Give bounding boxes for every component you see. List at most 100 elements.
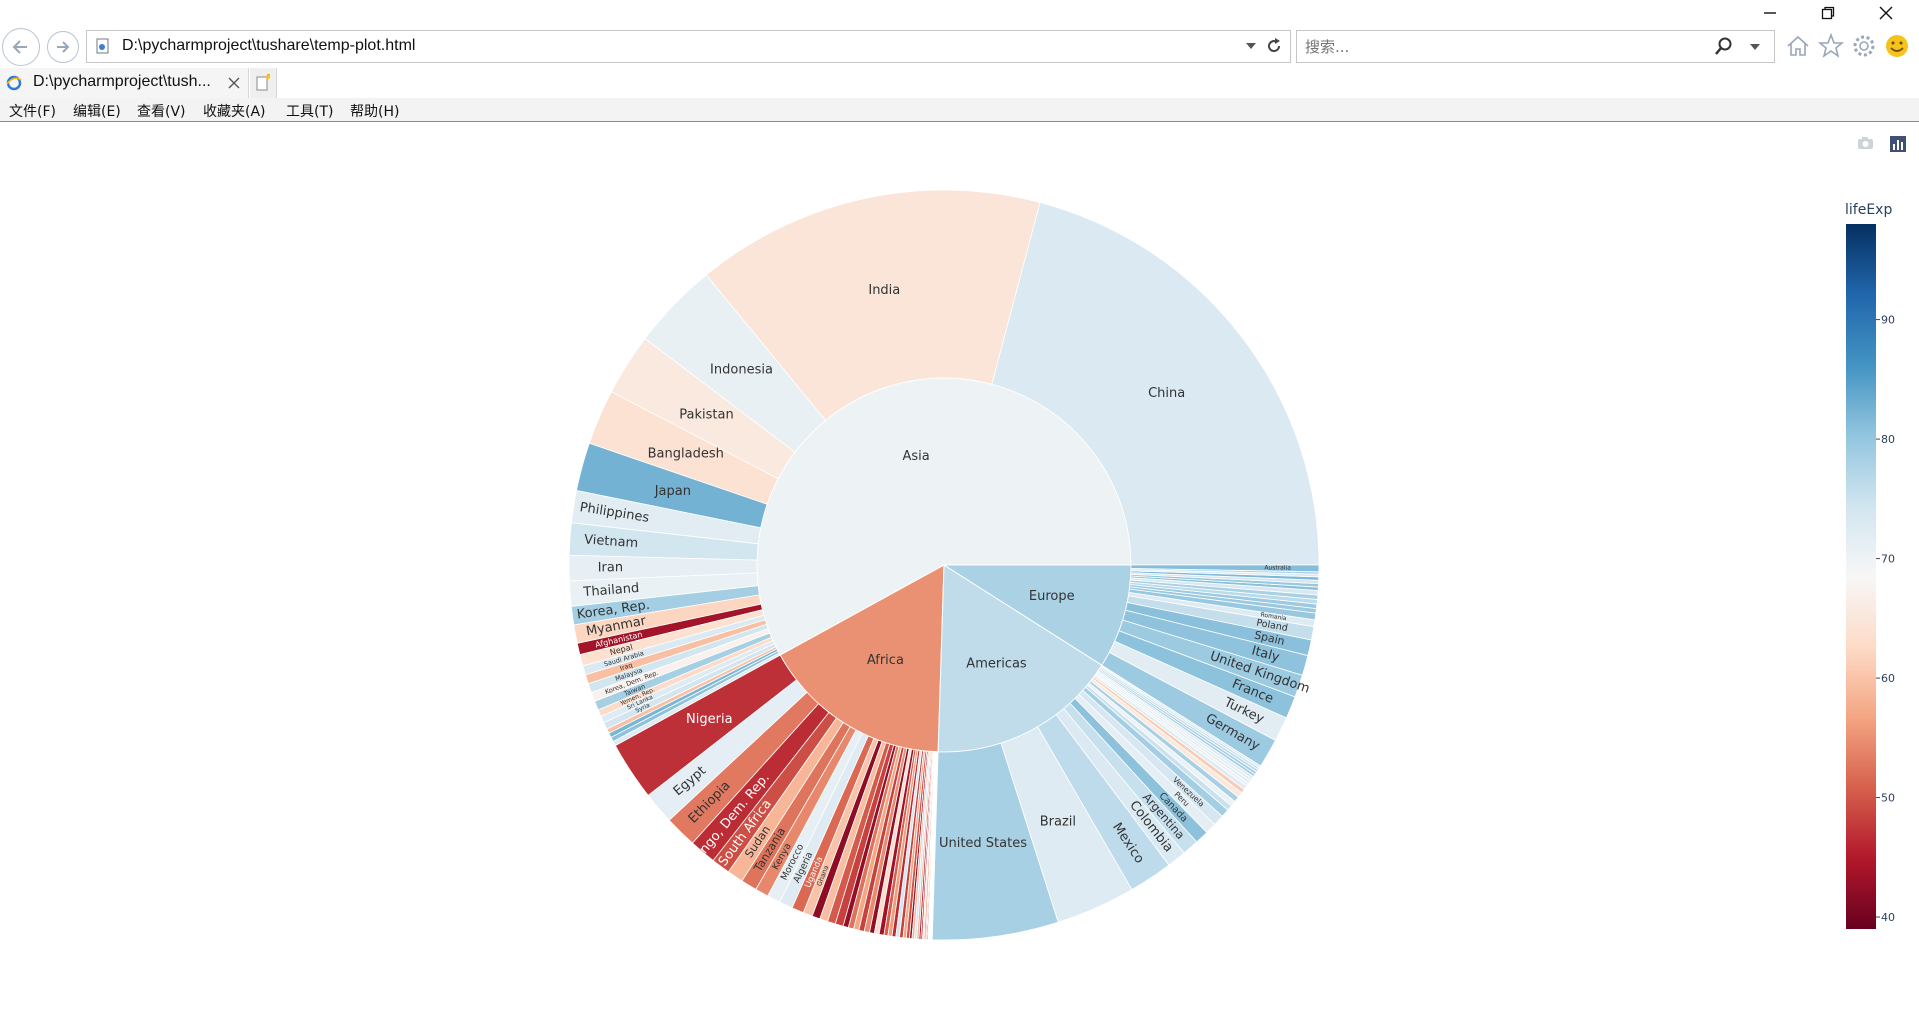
sector-country[interactable] <box>991 201 1320 566</box>
sector-country[interactable] <box>614 654 798 797</box>
camera-icon[interactable] <box>1858 137 1873 149</box>
tab-active[interactable]: D:\pycharmproject\tush... <box>0 68 249 98</box>
country-label: Bangladesh <box>648 447 724 462</box>
plot-area: Asia China India Indonesia Pakistan Banglades… <box>0 122 1919 1026</box>
colorbar-ticks: 40 50 60 70 80 90 <box>1876 314 1895 924</box>
search-dropdown-icon[interactable] <box>1750 43 1760 51</box>
plotly-logo-icon[interactable] <box>1890 136 1906 152</box>
continent-label: Asia <box>902 449 929 464</box>
sector-country[interactable] <box>576 603 763 656</box>
menu-tools[interactable]: 工具(T) <box>286 104 334 120</box>
sector-country[interactable] <box>1055 708 1185 866</box>
sector-country[interactable] <box>570 585 760 626</box>
favorites-star-icon[interactable] <box>1818 33 1844 59</box>
country-label: Romania <box>1260 611 1287 622</box>
sector-country[interactable] <box>1130 564 1320 573</box>
sector-country[interactable] <box>588 391 779 505</box>
sector-country[interactable] <box>767 729 863 903</box>
sector-country[interactable] <box>568 522 759 561</box>
sector-country[interactable] <box>568 572 759 607</box>
sector-country[interactable] <box>1122 609 1309 676</box>
sector-country[interactable] <box>573 594 762 644</box>
page-icon <box>96 38 109 54</box>
sector-country[interactable] <box>1000 726 1133 923</box>
search-box[interactable] <box>1296 30 1775 63</box>
close-window-icon[interactable] <box>1879 6 1893 20</box>
sector-country[interactable] <box>712 711 838 873</box>
colorbar-tick-label: 40 <box>1881 911 1895 924</box>
search-icon[interactable] <box>1714 36 1734 56</box>
menu-favorites[interactable]: 收藏夹(A) <box>203 104 266 120</box>
home-icon[interactable] <box>1785 33 1811 59</box>
search-input[interactable] <box>1303 34 1707 60</box>
sector-country[interactable] <box>570 489 762 545</box>
ie-icon <box>6 75 22 91</box>
restore-icon[interactable] <box>1821 6 1835 20</box>
sector-country[interactable] <box>705 189 1041 421</box>
sector-country[interactable] <box>1126 595 1315 641</box>
smiley-feedback-icon[interactable] <box>1884 33 1910 59</box>
address-bar[interactable]: D:\pycharmproject\tushare\temp-plot.html <box>86 30 1291 63</box>
sector-country[interactable] <box>1101 651 1277 767</box>
country-ring <box>568 189 1320 941</box>
menu-help[interactable]: 帮助(H) <box>350 104 400 120</box>
sector-country[interactable] <box>576 442 768 529</box>
country-label: Brazil <box>1040 814 1076 829</box>
colorbar: lifeExp 40 50 60 70 80 90 <box>1845 202 1895 929</box>
menu-edit[interactable]: 编辑(E) <box>73 104 121 120</box>
tab-strip: D:\pycharmproject\tush... <box>0 68 1919 99</box>
forward-button[interactable] <box>47 31 79 63</box>
plot-modebar <box>1858 136 1906 152</box>
sector-country[interactable] <box>1037 714 1170 891</box>
forward-arrow-icon <box>57 41 70 53</box>
continent-label: Europe <box>1029 589 1075 604</box>
settings-gear-icon[interactable] <box>1851 33 1877 59</box>
dropdown-icon[interactable] <box>1246 42 1256 50</box>
sector-country[interactable] <box>1118 619 1303 698</box>
country-label: Indonesia <box>710 363 773 378</box>
country-label: Italy <box>1250 643 1281 665</box>
sector-country[interactable] <box>791 735 875 914</box>
colorbar-tick-label: 50 <box>1881 792 1895 805</box>
sector-country[interactable] <box>727 717 844 882</box>
colorbar-gradient <box>1846 224 1876 929</box>
sector-country[interactable] <box>755 726 857 897</box>
close-tab-icon[interactable] <box>228 77 240 89</box>
sector-country[interactable] <box>610 338 796 480</box>
sector-country[interactable] <box>1063 702 1198 854</box>
sector-country[interactable] <box>668 691 820 844</box>
country-label: India <box>868 283 900 298</box>
colorbar-tick-label: 60 <box>1881 672 1895 685</box>
country-label: Australia <box>1264 564 1291 571</box>
address-text[interactable]: D:\pycharmproject\tushare\temp-plot.html <box>122 37 416 54</box>
new-tab-button[interactable] <box>250 68 277 98</box>
sector-country[interactable] <box>579 609 765 667</box>
sector-country[interactable] <box>779 732 869 909</box>
sector-country[interactable] <box>1114 630 1296 719</box>
new-tab-icon <box>256 74 270 91</box>
menu-file[interactable]: 文件(F) <box>9 104 56 120</box>
sector-country[interactable] <box>1078 689 1223 826</box>
country-label: Pakistan <box>679 407 733 422</box>
sector-country[interactable] <box>931 742 1059 941</box>
sector-country[interactable] <box>647 679 808 821</box>
back-button[interactable] <box>2 28 40 66</box>
sector-country[interactable] <box>1074 693 1216 833</box>
sector-country[interactable] <box>1108 640 1287 741</box>
minimize-icon[interactable] <box>1763 6 1777 20</box>
sector-country[interactable] <box>568 554 758 582</box>
continent-ring <box>756 377 1132 753</box>
back-arrow-icon <box>12 40 27 54</box>
sector-country[interactable] <box>1069 697 1208 843</box>
refresh-icon[interactable] <box>1264 36 1284 56</box>
sector-country[interactable] <box>741 721 851 890</box>
menu-view[interactable]: 查看(V) <box>137 104 186 120</box>
country-label: Thailand <box>582 581 640 600</box>
sector-country[interactable] <box>1124 601 1312 657</box>
sector-country[interactable] <box>691 703 830 862</box>
sector-country[interactable] <box>644 274 827 453</box>
country-label: Iraq <box>619 661 634 672</box>
country-label: United States <box>939 836 1027 851</box>
continent-label: Americas <box>966 657 1027 672</box>
colorbar-title: lifeExp <box>1845 202 1892 218</box>
